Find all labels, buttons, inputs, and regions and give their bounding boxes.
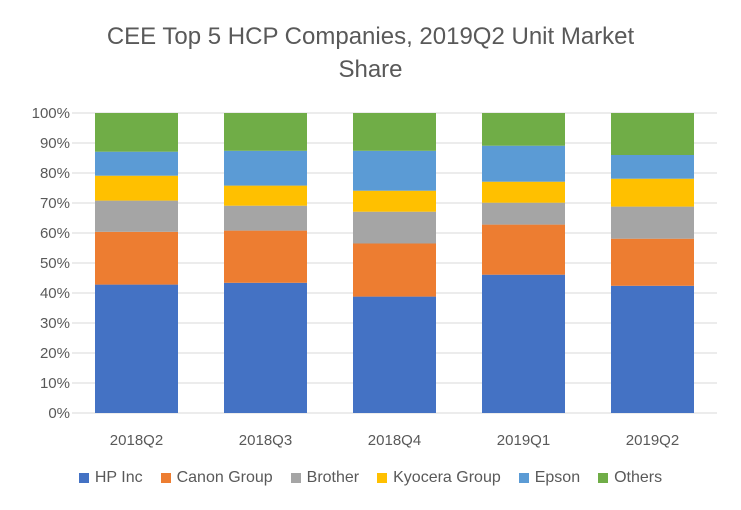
bar-segment-epson [353, 150, 436, 191]
y-tick-label: 20% [40, 345, 70, 362]
bar-segment-brother [353, 211, 436, 244]
legend-item: Epson [518, 469, 581, 487]
y-tick-label: 100% [32, 105, 70, 122]
legend-label: Epson [534, 469, 581, 486]
bar-segment-hp-inc [353, 296, 436, 413]
x-tick-label: 2018Q4 [368, 432, 421, 449]
bar-segment-others [353, 113, 436, 151]
y-tick-label: 40% [40, 285, 70, 302]
legend-item: HP Inc [78, 469, 143, 487]
bar-segment-brother [95, 200, 178, 232]
legend-swatch [160, 473, 171, 483]
legend-item: Kyocera Group [377, 469, 501, 487]
y-tick-label: 50% [40, 255, 70, 272]
legend-label: Canon Group [176, 469, 273, 486]
x-tick-label: 2018Q2 [110, 432, 163, 449]
bar-segment-brother [482, 202, 565, 225]
bar-segment-brother [611, 206, 694, 239]
bar-segment-canon-group [482, 224, 565, 275]
bar-segment-kyocera-group [611, 178, 694, 207]
y-tick-label: 0% [48, 405, 70, 422]
legend-swatch [78, 473, 89, 483]
bar-segment-others [224, 113, 307, 151]
legend: HP Inc Canon Group Brother Kyocera Group Eps… [0, 469, 741, 487]
legend-item: Brother [290, 469, 360, 487]
y-tick-label: 80% [40, 165, 70, 182]
legend-label: Kyocera Group [393, 469, 501, 486]
legend-swatch [290, 473, 301, 483]
bar-segment-canon-group [353, 243, 436, 297]
legend-label: Others [614, 469, 663, 486]
legend-label: HP Inc [94, 469, 143, 486]
bar-segment-canon-group [95, 231, 178, 285]
legend-swatch [377, 473, 388, 483]
bar-segment-epson [611, 155, 694, 179]
bar-segment-hp-inc [224, 282, 307, 413]
legend-label: Brother [306, 469, 360, 486]
bar-segment-others [611, 113, 694, 155]
bar-segment-epson [95, 151, 178, 176]
chart-title-line-1: CEE Top 5 HCP Companies, 2019Q2 Unit Mar… [106, 23, 635, 50]
legend-swatch [518, 473, 529, 483]
bar-segment-kyocera-group [224, 185, 307, 206]
bar-segment-hp-inc [482, 274, 565, 413]
x-tick-label: 2018Q3 [239, 432, 292, 449]
y-tick-label: 60% [40, 225, 70, 242]
bar-segment-others [482, 113, 565, 146]
bar-segment-brother [224, 205, 307, 231]
bar-segment-hp-inc [95, 284, 178, 413]
bar-segment-epson [482, 145, 565, 182]
bar-segment-kyocera-group [95, 175, 178, 201]
bar-segment-kyocera-group [482, 181, 565, 203]
x-tick-label: 2019Q1 [497, 432, 550, 449]
x-tick-label: 2019Q2 [626, 432, 679, 449]
y-tick-label: 30% [40, 315, 70, 332]
bar-segment-canon-group [611, 238, 694, 286]
bar-segment-kyocera-group [353, 190, 436, 212]
chart-title-line-2: Share [338, 56, 403, 83]
bar-segment-canon-group [224, 230, 307, 283]
legend-item: Others [598, 469, 662, 487]
y-tick-label: 90% [40, 135, 70, 152]
legend-swatch [598, 473, 609, 483]
legend-item: Canon Group [160, 469, 273, 487]
y-tick-label: 10% [40, 375, 70, 392]
y-tick-label: 70% [40, 195, 70, 212]
bar-segment-others [95, 113, 178, 152]
bar-segment-hp-inc [611, 285, 694, 413]
chart-title: CEE Top 5 HCP Companies, 2019Q2 Unit Mar… [0, 20, 741, 86]
bar-segment-epson [224, 150, 307, 186]
